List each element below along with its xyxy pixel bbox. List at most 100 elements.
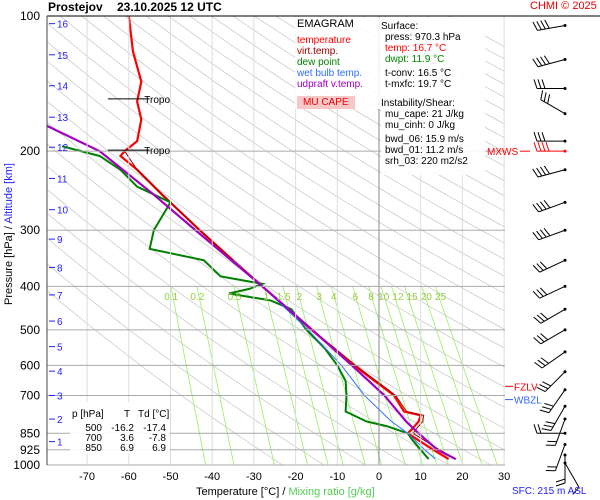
- instability-title: Instability/Shear:: [381, 98, 455, 109]
- wind-barb-flag: [533, 337, 542, 345]
- wind-barb-flag: [537, 132, 542, 142]
- table-cell: 500: [85, 423, 102, 434]
- wind-barb-flag: [536, 167, 543, 177]
- dry-adiabat: [47, 22, 505, 331]
- wind-barb-flag: [540, 56, 547, 65]
- pressure-tick-label: 500: [20, 323, 40, 337]
- x-tick-label: -10: [329, 471, 345, 483]
- altitude-tick-label: 10: [57, 206, 69, 217]
- x-axis-title: Temperature [°C] / Mixing ratio [g/kg]: [196, 486, 375, 498]
- wind-barb-station: [563, 307, 567, 311]
- mixing-ratio-label: 1: [264, 292, 270, 303]
- pressure-tick-label: 100: [20, 9, 40, 23]
- dry-adiabat: [146, 16, 505, 244]
- pressure-tick-label: 925: [20, 443, 40, 457]
- x-tick-label: 30: [498, 471, 510, 483]
- wind-barb-flag: [537, 424, 542, 434]
- info-panel: Surface: press: 970.3 hPa temp: 16.7 °C …: [381, 17, 485, 175]
- mixing-ratio-line: [296, 286, 344, 465]
- dry-adiabat: [167, 16, 505, 228]
- legend-title: EMAGRAM: [297, 18, 354, 30]
- table-cell: -7.8: [148, 433, 166, 444]
- wind-barb-flag: [532, 204, 540, 213]
- altitude-tick-label: 13: [57, 113, 69, 124]
- bwd-06: bwd_06: 15.9 m/s: [385, 134, 464, 145]
- altitude-tick-label: 12: [57, 143, 69, 154]
- credit: CHMI © 2025: [530, 0, 597, 12]
- wind-barb: [537, 169, 566, 178]
- x-tick-label: -50: [163, 471, 179, 483]
- x-label-sep: /: [282, 486, 286, 498]
- wind-barb-station: [563, 350, 567, 354]
- x-tick-label: -20: [288, 471, 304, 483]
- wind-barb-flag: [572, 486, 580, 495]
- wind-barb-station: [563, 168, 567, 172]
- mixing-ratio-label: 6: [353, 292, 359, 303]
- wind-barb-flag: [537, 79, 542, 89]
- wind-barb: [554, 444, 566, 471]
- x-tick-label: -40: [204, 471, 220, 483]
- wind-barb-flag: [543, 424, 554, 428]
- dry-adiabat: [124, 16, 505, 261]
- mu-cinh: mu_cinh: 0 J/kg: [385, 120, 456, 131]
- wind-barb: [538, 201, 566, 213]
- wind-barb: [540, 99, 566, 115]
- wind-barb-flag: [539, 229, 547, 238]
- plot-clip-group: [47, 16, 505, 465]
- wind-barb: [548, 389, 566, 414]
- table-header-p: p [hPa]: [72, 409, 104, 420]
- y-label-sep: /: [2, 226, 15, 230]
- wind-barb-flag: [532, 58, 539, 68]
- surface-title: Surface:: [381, 21, 419, 32]
- wind-barb: [537, 59, 566, 68]
- wind-barb-station: [563, 139, 567, 143]
- wind-barb: [540, 308, 566, 324]
- altitude-tick-label: 6: [57, 317, 63, 328]
- wind-barb-flag: [536, 202, 543, 211]
- wind-barb: [537, 25, 566, 31]
- altitude-tick-label: 5: [57, 343, 63, 354]
- wind-barb-station: [563, 461, 567, 465]
- wind-barb-flag: [543, 200, 551, 209]
- mixing-ratio-label: 2: [297, 292, 303, 303]
- legend-temperature: temperature: [297, 35, 351, 46]
- tropopause-label: Tropo: [144, 95, 170, 106]
- x-tick-label: 10: [415, 471, 427, 483]
- wind-barb-station: [563, 86, 567, 90]
- wind-barb: [544, 371, 566, 392]
- mixing-ratio-line: [421, 286, 483, 465]
- legend-wet-bulb: wet bulb temp.: [297, 68, 363, 79]
- wind-barb-flag: [536, 386, 546, 393]
- mixing-ratio-label: 20: [421, 292, 433, 303]
- wind-barb-station: [563, 228, 567, 232]
- wind-barb: [564, 462, 580, 488]
- tropopause-label: Tropo: [144, 146, 170, 157]
- mxws-label: MXWS: [487, 147, 518, 158]
- t-mxfc: t-mxfc: 19.7 °C: [385, 79, 452, 90]
- wind-barb: [541, 351, 566, 369]
- wind-barb: [539, 285, 566, 299]
- mixing-ratio-label: 12: [392, 292, 404, 303]
- wind-barb-flag: [541, 132, 546, 142]
- wind-barb-flag: [533, 79, 538, 89]
- mixing-ratio-line: [316, 286, 366, 465]
- mixing-ratio-label: 4: [331, 292, 337, 303]
- wind-barb-station: [563, 24, 567, 28]
- wind-barb-station: [563, 388, 567, 392]
- wind-barb-flag: [536, 263, 544, 271]
- wind-barb-station: [563, 417, 567, 421]
- wind-barb-station: [563, 431, 567, 435]
- mixing-ratio-line: [282, 286, 329, 465]
- pressure-tick-label: 400: [20, 279, 40, 293]
- mixing-ratio-label: 1.5: [277, 292, 291, 303]
- mixing-ratio-label: 15: [407, 292, 419, 303]
- wind-barb-station: [563, 149, 567, 153]
- wind-barb-station: [563, 112, 567, 116]
- mixing-ratio-line: [330, 286, 382, 465]
- wind-barb-flag: [555, 482, 566, 487]
- surface-dwpt: dwpt: 11.9 °C: [385, 54, 445, 65]
- mixing-ratio-label: 0.1: [164, 292, 178, 303]
- dry-adiabat: [47, 60, 505, 368]
- wind-barb-station: [563, 453, 567, 457]
- wind-barb-flag: [533, 316, 542, 324]
